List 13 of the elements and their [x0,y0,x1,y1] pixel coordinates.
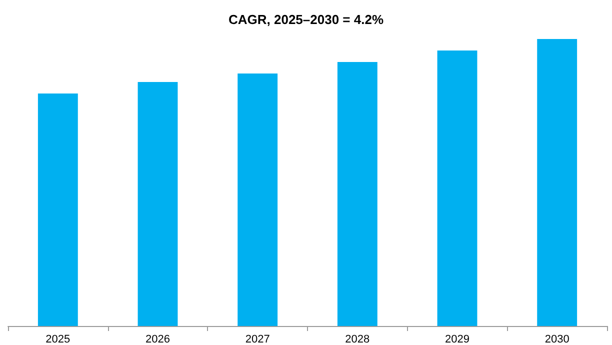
x-tick-label: 2029 [445,334,470,345]
x-tick-label: 2030 [544,334,570,345]
bar [337,62,378,326]
bar [238,73,278,326]
x-tick-label: 2028 [345,334,370,345]
x-tick-label: 2025 [46,334,70,345]
bar [537,39,578,326]
bar [138,82,178,326]
chart-title: CAGR, 2025–2030 = 4.2% [228,12,384,27]
bar [38,94,78,326]
x-tick-label: 2027 [245,334,270,345]
bar [437,50,478,326]
x-tick-label: 2026 [146,334,170,345]
